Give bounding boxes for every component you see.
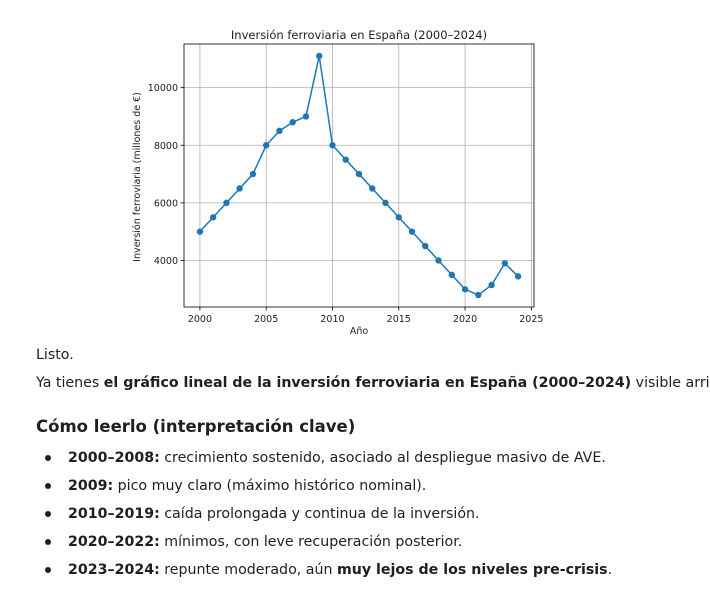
bullet-icon (45, 539, 51, 545)
bullet-icon (45, 483, 51, 489)
list-item: 2023–2024: repunte moderado, aún muy lej… (0, 560, 612, 588)
bullet-icon (45, 567, 51, 573)
x-tick-label: 2005 (254, 314, 278, 325)
data-point (422, 242, 429, 250)
data-point (276, 127, 283, 135)
x-tick-label: 2010 (320, 314, 344, 325)
y-tick-label: 4000 (154, 256, 178, 267)
intro-bold: el gráfico lineal de la inversión ferrov… (103, 375, 632, 391)
list-item: 2000–2008: crecimiento sostenido, asocia… (0, 448, 612, 476)
line-chart: 2000 2005 2010 2015 2020 2025 4000 6000 8000 100… (132, 28, 543, 337)
data-point (342, 156, 349, 163)
item-text: repunte moderado, aún (159, 562, 337, 578)
intro-prefix: Ya tienes (36, 375, 104, 391)
y-tick-label: 8000 (154, 141, 178, 152)
item-emphasis: muy lejos de los niveles pre-crisis (336, 562, 608, 578)
data-point (501, 260, 509, 267)
y-tick-label: 10000 (148, 83, 178, 94)
data-point (448, 271, 456, 279)
data-point (435, 257, 442, 264)
chart-title: Inversión ferroviaria en España (2000–20… (231, 28, 487, 42)
data-point (355, 170, 363, 178)
item-text: pico muy claro (máximo histórico nominal… (113, 478, 427, 494)
data-point (289, 119, 296, 126)
x-tick-label: 2025 (519, 314, 543, 325)
item-text-end: . (607, 562, 613, 578)
bullet-icon (45, 511, 51, 517)
item-period: 2020–2022: (68, 534, 160, 550)
grid-lines (184, 44, 534, 307)
data-point (262, 142, 270, 149)
data-series (196, 52, 522, 299)
data-point (236, 185, 243, 192)
x-tick-label: 2000 (188, 314, 212, 325)
section-heading: Cómo leerlo (interpretación clave) (36, 417, 356, 436)
item-period: 2009: (68, 478, 114, 494)
plot-frame (183, 43, 535, 308)
data-point (488, 281, 495, 289)
item-text: caída prolongada y continua de la invers… (159, 506, 480, 522)
data-point (196, 228, 204, 235)
x-tick-label: 2020 (453, 314, 477, 325)
y-tick-label: 6000 (154, 198, 178, 209)
data-point (369, 185, 376, 192)
y-axis-ticks: 4000 6000 8000 10000 (148, 83, 184, 267)
x-axis-ticks: 2000 2005 2010 2015 2020 2025 (188, 307, 543, 325)
interpretation-list: 2000–2008: crecimiento sostenido, asocia… (0, 448, 612, 588)
list-item: 2020–2022: mínimos, con leve recuperació… (0, 532, 612, 560)
data-point (316, 52, 323, 60)
data-point (514, 273, 522, 280)
item-text: mínimos, con leve recuperación posterior… (159, 534, 463, 550)
bullet-icon (45, 455, 51, 461)
data-point (249, 170, 257, 178)
item-text: crecimiento sostenido, asociado al despl… (159, 450, 606, 466)
data-point (223, 199, 230, 207)
intro-suffix: visible arriba. (635, 375, 710, 391)
data-point (329, 142, 336, 149)
data-point (395, 214, 402, 221)
item-period: 2010–2019: (68, 506, 160, 522)
data-point (408, 228, 416, 235)
item-period: 2000–2008: (68, 450, 160, 466)
data-point (302, 113, 310, 120)
data-point (461, 286, 469, 293)
list-item: 2009: pico muy claro (máximo histórico n… (0, 476, 612, 504)
data-point (382, 199, 389, 207)
item-period: 2023–2024: (68, 562, 160, 578)
y-axis-label: Inversión ferroviaria (millones de €) (132, 92, 143, 262)
data-point (475, 291, 482, 299)
data-point (209, 214, 217, 221)
list-item: 2010–2019: caída prolongada y continua d… (0, 504, 612, 532)
intro-message: Ya tienes el gráfico lineal de la invers… (36, 373, 710, 393)
x-axis-label: Año (350, 326, 369, 337)
status-message: Listo. (36, 347, 74, 363)
x-tick-label: 2015 (387, 314, 411, 325)
